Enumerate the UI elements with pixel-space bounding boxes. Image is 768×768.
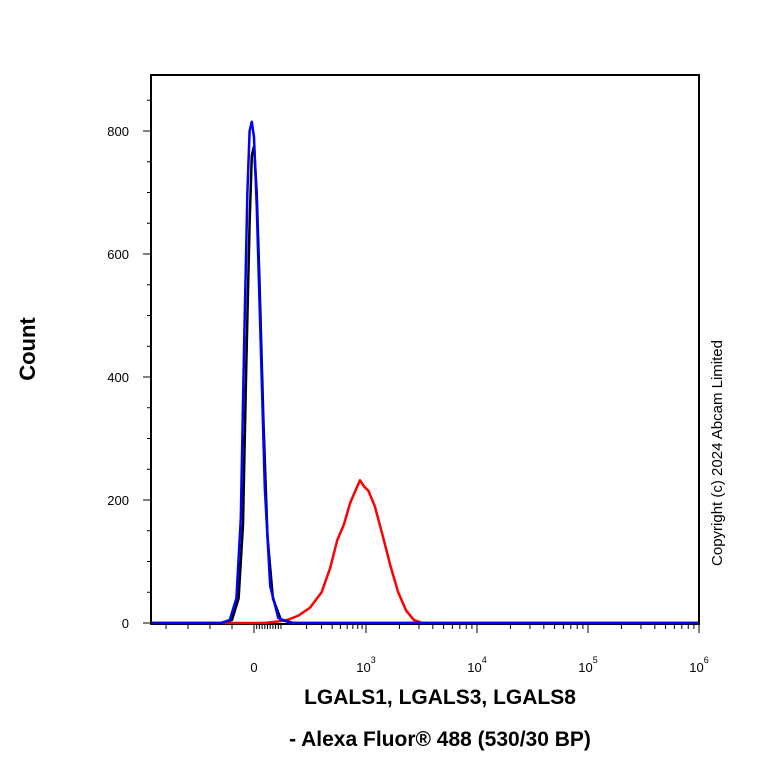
x-tick-label: 105 <box>578 655 597 675</box>
y-tick-label: 0 <box>122 616 129 631</box>
copyright-notice: Copyright (c) 2024 Abcam Limited <box>709 340 726 566</box>
y-axis: 0 200 400 600 800 <box>107 99 151 631</box>
x-axis: 0 103 104 105 106 <box>165 624 709 675</box>
histogram-series-1 <box>152 479 698 625</box>
x-tick-label: 106 <box>689 655 708 675</box>
x-axis-title-line1: LGALS1, LGALS3, LGALS8 <box>304 686 576 709</box>
histogram-series-3 <box>152 120 698 625</box>
y-tick-label: 200 <box>107 493 129 508</box>
y-tick-label: 800 <box>107 124 129 139</box>
y-tick-label: 400 <box>107 370 129 385</box>
y-tick-label: 600 <box>107 247 129 262</box>
x-tick-label: 0 <box>250 660 257 675</box>
series-group <box>152 120 698 625</box>
y-axis-title: Count <box>15 317 40 381</box>
x-axis-title-line2: - Alexa Fluor® 488 (530/30 BP) <box>289 728 591 751</box>
plot-frame <box>150 74 700 625</box>
x-tick-label: 103 <box>356 655 375 675</box>
histogram-series-2 <box>152 145 698 625</box>
x-tick-label: 104 <box>467 655 486 675</box>
